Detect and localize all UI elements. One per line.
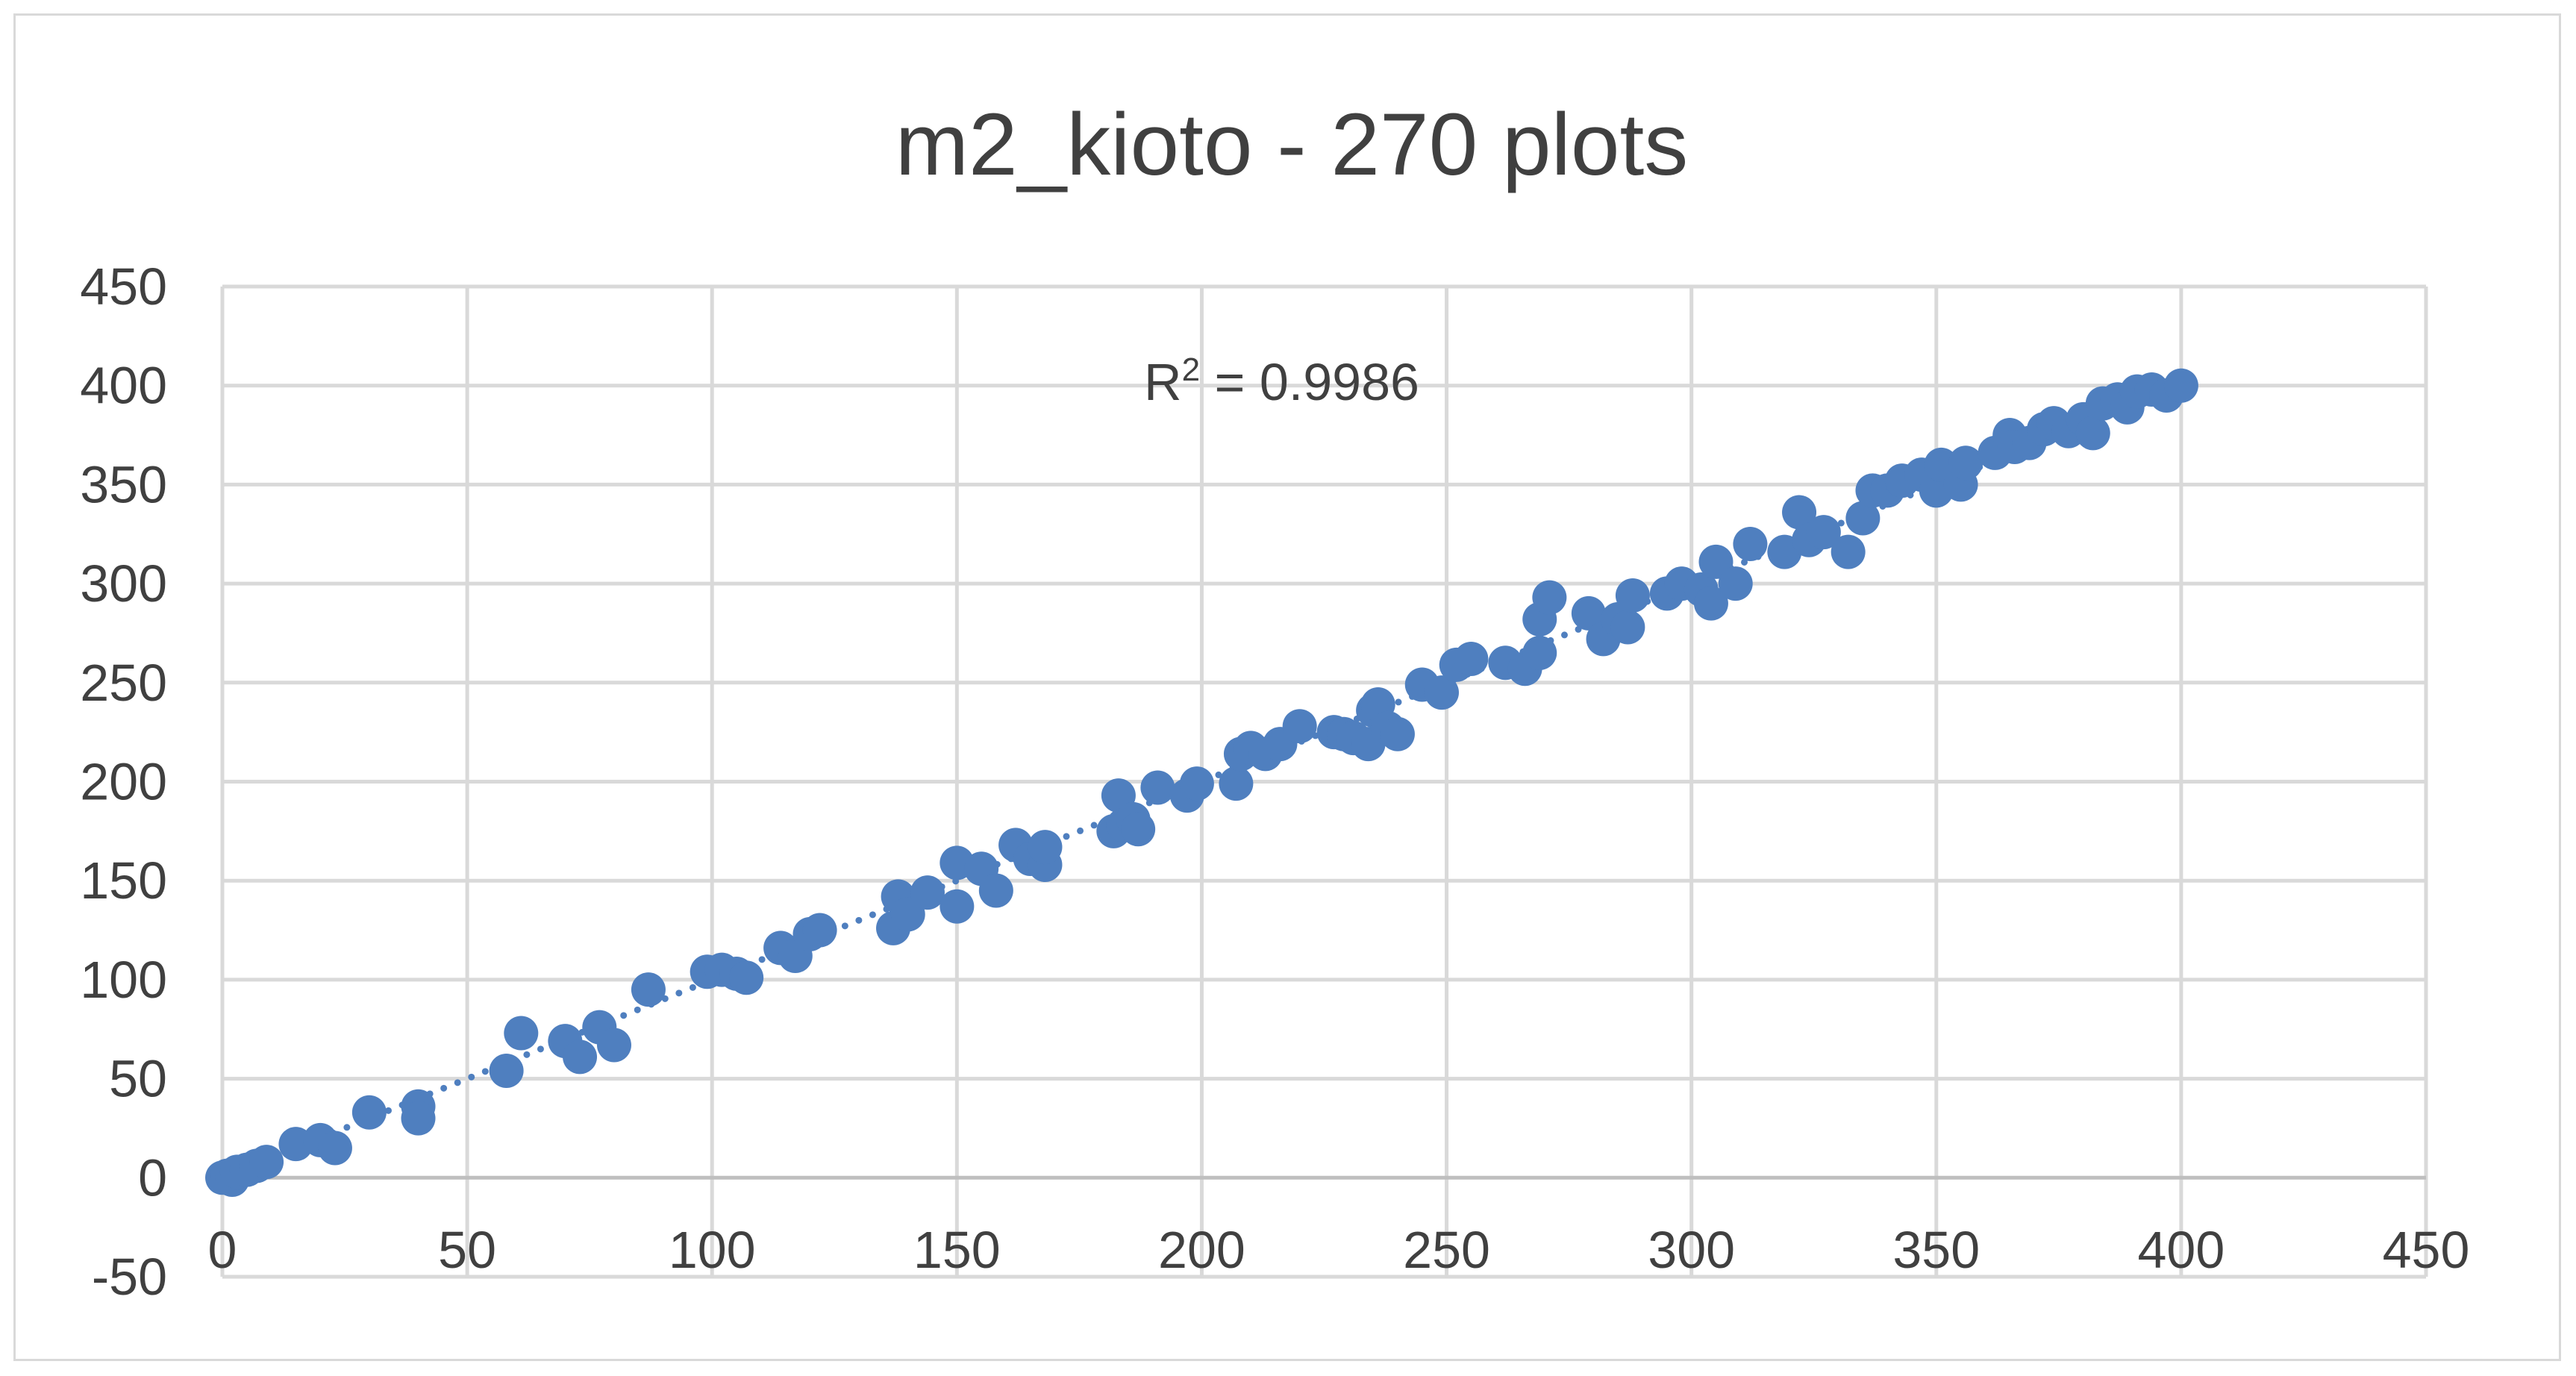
data-point-9 — [317, 1130, 352, 1166]
data-point-71 — [1571, 595, 1606, 631]
data-point-35 — [978, 873, 1013, 908]
x-tick-label-350: 350 — [1892, 1221, 1980, 1279]
data-point-44 — [1121, 812, 1156, 847]
data-point-53 — [1282, 709, 1317, 744]
data-point-12 — [401, 1101, 436, 1136]
data-point-84 — [1782, 495, 1817, 530]
data-point-79 — [1698, 544, 1734, 579]
x-tick-label-300: 300 — [1648, 1221, 1735, 1279]
x-tick-label-400: 400 — [2137, 1221, 2225, 1279]
data-point-18 — [596, 1028, 631, 1063]
r-squared-prefix: R — [1144, 353, 1182, 411]
data-point-48 — [1219, 766, 1254, 801]
data-point-10 — [351, 1095, 387, 1130]
x-tick-label-250: 250 — [1403, 1221, 1490, 1279]
x-tick-label-200: 200 — [1158, 1221, 1245, 1279]
y-tick-label-300: 300 — [80, 554, 167, 613]
data-point-81 — [1718, 566, 1753, 601]
y-tick-label-200: 200 — [80, 753, 167, 811]
data-point-74 — [1610, 610, 1645, 645]
data-point-88 — [1845, 501, 1881, 536]
data-point-112 — [2163, 368, 2198, 403]
y-tick-label-0: 0 — [138, 1148, 167, 1207]
data-point-68 — [1522, 635, 1557, 670]
chart-title: m2_kioto - 270 plots — [895, 96, 1689, 194]
r-squared-superscript: 2 — [1182, 351, 1200, 388]
data-point-87 — [1831, 534, 1866, 569]
y-tick-label-100: 100 — [80, 951, 167, 1009]
data-point-23 — [729, 960, 764, 995]
x-tick-label-450: 450 — [2383, 1221, 2470, 1279]
r-squared-value: = 0.9986 — [1200, 353, 1419, 411]
data-point-61 — [1380, 716, 1415, 751]
data-point-96 — [1948, 445, 1983, 481]
data-points — [205, 368, 2198, 1197]
data-point-19 — [631, 972, 666, 1007]
data-point-6 — [249, 1145, 284, 1180]
data-point-80 — [1693, 586, 1728, 621]
data-point-65 — [1454, 641, 1489, 676]
data-point-63 — [1424, 675, 1459, 710]
data-point-75 — [1615, 578, 1650, 613]
x-tick-label-50: 50 — [438, 1221, 496, 1279]
data-point-82 — [1733, 527, 1768, 562]
data-point-70 — [1532, 580, 1567, 615]
grid — [220, 284, 2428, 1279]
data-point-105 — [2075, 416, 2110, 451]
data-point-32 — [940, 889, 975, 924]
y-tick-label-250: 250 — [80, 654, 167, 712]
chart-frame: m2_kioto - 270 plots 0 50 100 150 200 250 300 3… — [13, 13, 2561, 1361]
chart-svg: m2_kioto - 270 plots 0 50 100 150 200 250 300 3… — [80, 96, 2469, 1306]
data-point-16 — [563, 1039, 598, 1075]
data-point-30 — [890, 897, 925, 932]
axis-ticks: 0 50 100 150 200 250 300 350 400 450 -50 0 50 100 150 2… — [80, 257, 2469, 1306]
data-point-14 — [504, 1016, 539, 1051]
y-tick-label-150: 150 — [80, 851, 167, 910]
data-point-31 — [910, 875, 945, 910]
x-tick-label-100: 100 — [669, 1221, 756, 1279]
data-point-13 — [489, 1053, 524, 1088]
data-point-27 — [802, 913, 837, 948]
r-squared-label: R2 = 0.9986 — [1144, 351, 1419, 411]
data-point-86 — [1806, 515, 1841, 550]
data-point-45 — [1140, 770, 1175, 805]
data-point-39 — [1028, 830, 1063, 865]
x-tick-label-0: 0 — [208, 1221, 237, 1279]
y-tick-label-350: 350 — [80, 455, 167, 513]
data-point-47 — [1179, 766, 1214, 801]
x-tick-label-150: 150 — [913, 1221, 1001, 1279]
y-tick-label--50: -50 — [92, 1248, 167, 1306]
y-tick-label-450: 450 — [80, 257, 167, 316]
y-tick-label-50: 50 — [109, 1050, 167, 1108]
y-tick-label-400: 400 — [80, 357, 167, 415]
